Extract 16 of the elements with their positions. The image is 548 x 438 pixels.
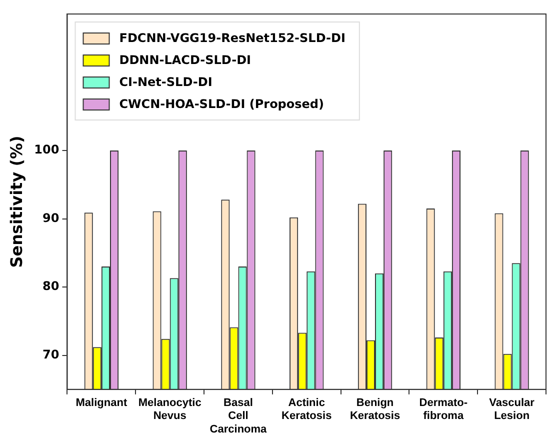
x-tick-label: Vascular Lesion: [489, 397, 536, 422]
y-tick-label: 90: [42, 210, 60, 225]
x-tick-label: Dermato-fibroma: [419, 397, 468, 422]
y-tick-label: 70: [42, 347, 60, 362]
y-axis-title: Sensitivity (%): [6, 136, 26, 268]
legend-label: CWCN-HOA-SLD-DI (Proposed): [119, 97, 324, 112]
x-tick-label: Basal Cell Carcinoma: [210, 397, 268, 436]
legend-label: FDCNN-VGG19-ResNet152-SLD-DI: [119, 31, 346, 46]
legend-label: DDNN-LACD-SLD-DI: [119, 53, 252, 68]
y-tick-label: 100: [34, 142, 60, 157]
y-tick-label: 80: [42, 279, 60, 294]
x-tick-label: Melanocytic Nevus: [138, 397, 202, 422]
x-tick-label: Benign Keratosis: [350, 397, 400, 422]
x-tick-label: Malignant: [76, 397, 128, 410]
x-tick-label: Actinic Keratosis: [282, 397, 332, 422]
legend-label: CI-Net-SLD-DI: [119, 75, 212, 90]
